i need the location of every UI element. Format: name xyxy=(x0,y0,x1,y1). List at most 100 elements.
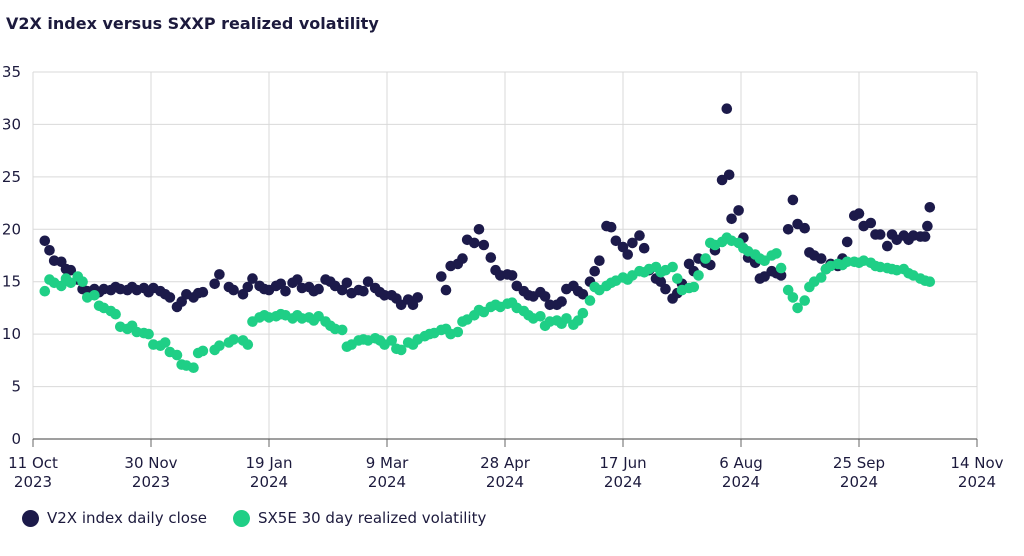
v2x-point xyxy=(733,205,744,216)
sx5e-point xyxy=(336,324,348,336)
x-tick-label-year: 2023 xyxy=(14,473,52,491)
y-tick-label: 10 xyxy=(2,325,21,343)
legend-label-v2x: V2X index daily close xyxy=(47,509,207,527)
sx5e-point xyxy=(693,270,704,281)
v2x-point xyxy=(660,283,671,295)
sx5e-point xyxy=(792,302,803,314)
v2x-point xyxy=(65,264,77,276)
sx5e-point xyxy=(143,328,154,340)
sx5e-point xyxy=(667,261,678,273)
v2x-point xyxy=(853,208,865,219)
v2x-point xyxy=(841,236,853,248)
v2x-point xyxy=(787,194,799,206)
x-tick-label: 19 Jan xyxy=(246,454,293,472)
legend-item-sx5e: SX5E 30 day realized volatility xyxy=(232,509,487,527)
v2x-point xyxy=(485,252,497,263)
y-tick-label: 35 xyxy=(2,63,21,81)
x-tick-label: 6 Aug xyxy=(719,454,763,472)
v2x-point xyxy=(362,276,374,288)
sx5e-point xyxy=(159,337,171,348)
v2x-point xyxy=(478,239,490,251)
v2x-point xyxy=(242,281,254,293)
x-tick-label: 17 Jun xyxy=(599,454,646,472)
sx5e-point xyxy=(584,295,596,306)
sx5e-point xyxy=(452,326,464,338)
v2x-point xyxy=(506,270,518,281)
sx5e-point xyxy=(77,276,88,288)
y-tick-label: 20 xyxy=(2,220,21,238)
y-tick-label: 25 xyxy=(2,168,21,186)
v2x-point xyxy=(469,237,480,249)
v2x-point xyxy=(610,235,622,247)
sx5e-point xyxy=(924,276,936,288)
sx5e-point xyxy=(815,272,827,283)
v2x-point xyxy=(358,285,369,297)
x-tick-label-year: 2024 xyxy=(368,473,406,491)
v2x-point xyxy=(723,169,735,181)
v2x-point xyxy=(589,265,600,277)
sx5e-point xyxy=(89,290,100,301)
y-tick-label: 0 xyxy=(11,430,21,448)
v2x-point xyxy=(473,224,485,235)
sx5e-point xyxy=(395,344,407,356)
x-tick-label: 28 Apr xyxy=(480,454,531,472)
grid-layer xyxy=(32,71,978,439)
v2x-point xyxy=(436,271,447,282)
legend-marker-v2x xyxy=(22,509,39,527)
sx5e-point xyxy=(771,248,782,259)
v2x-point xyxy=(622,249,633,260)
x-tick-label-year: 2024 xyxy=(604,473,642,491)
y-tick-label: 5 xyxy=(11,378,21,396)
sx5e-point xyxy=(688,281,700,293)
v2x-point xyxy=(197,286,209,298)
v2x-point xyxy=(247,273,258,284)
v2x-point xyxy=(313,283,324,295)
v2x-point xyxy=(922,220,933,232)
x-tick-label-year: 2024 xyxy=(250,473,288,491)
chart-title: V2X index versus SXXP realized volatilit… xyxy=(6,14,379,33)
v2x-point xyxy=(605,221,617,233)
x-tick-label-year: 2024 xyxy=(840,473,878,491)
v2x-point xyxy=(775,270,787,281)
sx5e-point xyxy=(39,285,51,297)
x-tick-label-year: 2023 xyxy=(132,473,170,491)
v2x-point xyxy=(627,237,638,249)
v2x-point xyxy=(874,229,886,240)
v2x-point xyxy=(539,291,551,302)
v2x-point xyxy=(782,224,794,235)
sx5e-point xyxy=(561,313,572,324)
sx5e-point xyxy=(188,362,199,374)
sx5e-point xyxy=(799,295,810,306)
v2x-point xyxy=(440,284,452,296)
chart-legend: V2X index daily close SX5E 30 day realiz… xyxy=(22,509,486,527)
v2x-point xyxy=(721,103,733,114)
v2x-point xyxy=(44,245,55,256)
sx5e-point xyxy=(787,292,799,303)
v2x-point xyxy=(815,253,827,264)
x-tick-label: 14 Nov xyxy=(950,454,1003,472)
v2x-point xyxy=(638,242,650,254)
sx5e-point xyxy=(535,311,546,322)
x-tick-label: 30 Nov xyxy=(124,454,177,472)
y-tick-label: 15 xyxy=(2,273,21,291)
sx5e-point xyxy=(672,273,683,284)
x-tick-label: 25 Sep xyxy=(833,454,885,472)
sx5e-point xyxy=(65,277,77,289)
y-tick-label: 30 xyxy=(2,115,21,133)
sx5e-point xyxy=(577,307,589,319)
legend-item-v2x: V2X index daily close xyxy=(22,509,207,527)
series-layer xyxy=(39,103,936,374)
x-tick-label: 9 Mar xyxy=(366,454,409,472)
legend-label-sx5e: SX5E 30 day realized volatility xyxy=(257,509,487,527)
v2x-point xyxy=(39,235,51,247)
v2x-point xyxy=(457,253,468,264)
sx5e-point xyxy=(775,262,787,274)
sx5e-point xyxy=(214,340,225,352)
v2x-point xyxy=(412,292,424,303)
x-tick-label-year: 2024 xyxy=(722,473,760,491)
sx5e-point xyxy=(110,308,121,320)
v2x-point xyxy=(726,213,737,225)
v2x-point xyxy=(865,217,877,229)
v2x-point xyxy=(882,240,893,252)
